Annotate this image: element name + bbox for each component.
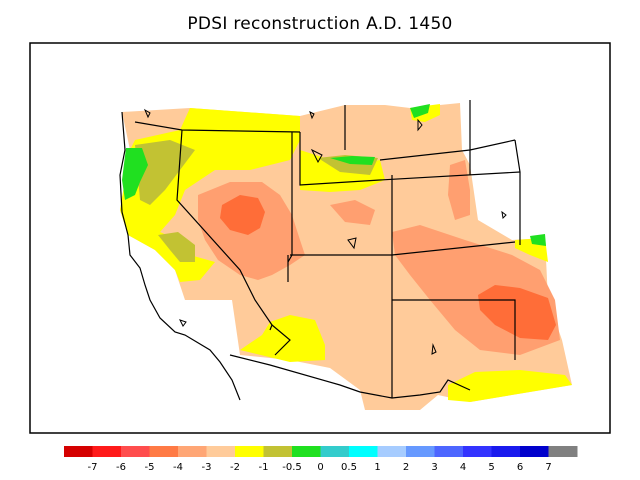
legend-swatch [434, 446, 464, 457]
legend-tick-label: 3 [431, 462, 437, 473]
boundary-east [514, 139, 521, 245]
legend-tick-label: 0.5 [341, 462, 357, 473]
lake-8 [179, 319, 187, 327]
legend-tick-label: 1 [374, 462, 380, 473]
legend-swatch [149, 446, 179, 457]
legend-swatch [406, 446, 435, 457]
legend-swatch [491, 446, 521, 457]
lake-6 [501, 210, 507, 220]
pdsi-zone-oregon-olive [158, 232, 195, 262]
legend-tick-label: 6 [517, 462, 523, 473]
pdsi-zone-utah-dry [330, 200, 375, 225]
pdsi-zone-idaho-green [330, 156, 375, 165]
legend-swatch [292, 446, 321, 457]
legend-swatch [349, 446, 378, 457]
legend-swatch [263, 446, 293, 457]
legend-swatch [64, 446, 93, 457]
lakes [143, 108, 507, 355]
pdsi-zone-southeast-yellow [448, 370, 572, 402]
legend-swatch [463, 446, 492, 457]
coastline [119, 111, 241, 401]
legend-tick-label: -7 [88, 462, 98, 473]
pdsi-zone-nevada-strong-dry [220, 195, 265, 235]
lake-4 [347, 237, 357, 250]
pdsi-zone-coast-green [122, 148, 148, 200]
state-boundaries [134, 100, 521, 399]
color-legend: -7 -6 -5 -4 -3 -2 -1 -0.5 0 0.5 1 2 3 4 5 6 7 [64, 446, 578, 473]
legend-swatch [520, 446, 549, 457]
legend-tick-label: 4 [460, 462, 466, 473]
legend-tick-label: 2 [403, 462, 409, 473]
legend-tick-label: 7 [545, 462, 551, 473]
legend-swatch [121, 446, 150, 457]
legend-swatch [178, 446, 207, 457]
lake-7 [431, 343, 437, 355]
legend-swatch [548, 446, 578, 457]
legend-tick-label: -3 [202, 462, 212, 473]
legend-tick-label: -0.5 [282, 462, 302, 473]
legend-tick-label: -5 [145, 462, 155, 473]
pdsi-zone-southwest-yellow [240, 315, 325, 362]
legend-swatch [320, 446, 350, 457]
pdsi-zone-north-green [410, 104, 430, 118]
boundary-north-latitude [290, 241, 516, 256]
boundary-wy-co [379, 171, 521, 181]
boundary-az-ca [271, 324, 291, 356]
legend-tick-label: -6 [116, 462, 126, 473]
pdsi-zone-newmexico-strong-dry [478, 285, 556, 340]
lake-3 [310, 148, 323, 164]
legend-tick-label: 5 [488, 462, 494, 473]
boundary-mexico [229, 354, 471, 399]
lake-5 [417, 118, 423, 132]
legend-swatch [235, 446, 264, 457]
legend-tick-label: -4 [173, 462, 183, 473]
boundary-idaho [299, 132, 381, 186]
map-title: PDSI reconstruction A.D. 1450 [187, 14, 453, 34]
boundary-ca-nv [176, 129, 273, 331]
lake-2 [309, 111, 315, 120]
legend-tick-label: -1 [259, 462, 269, 473]
legend-swatch [377, 446, 407, 457]
boundary-nm-tx [392, 299, 516, 360]
legend-swatch [92, 446, 122, 457]
lake-1 [143, 108, 151, 119]
legend-tick-label: -2 [230, 462, 240, 473]
legend-tick-label: 0 [317, 462, 323, 473]
pdsi-zone-east-green [530, 234, 546, 246]
legend-swatch [206, 446, 236, 457]
